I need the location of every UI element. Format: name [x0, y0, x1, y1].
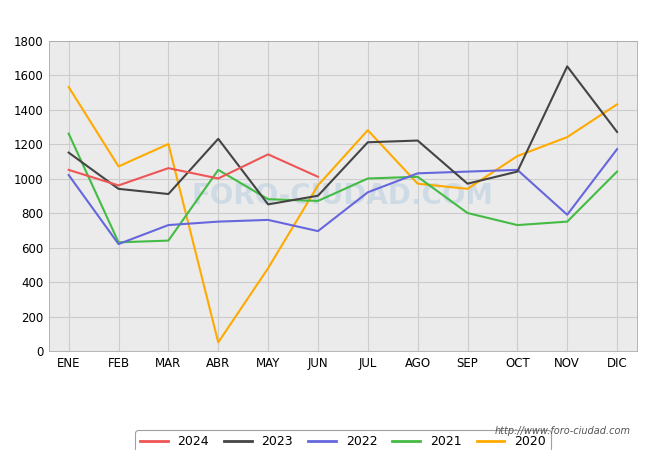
Legend: 2024, 2023, 2022, 2021, 2020: 2024, 2023, 2022, 2021, 2020 [135, 430, 551, 450]
Text: http://www.foro-ciudad.com: http://www.foro-ciudad.com [495, 427, 630, 436]
Text: FORO-CIUDAD.COM: FORO-CIUDAD.COM [192, 182, 494, 210]
Text: Matriculaciones de Vehiculos en Las Palmas de Gran Canaria: Matriculaciones de Vehiculos en Las Palm… [92, 9, 558, 23]
